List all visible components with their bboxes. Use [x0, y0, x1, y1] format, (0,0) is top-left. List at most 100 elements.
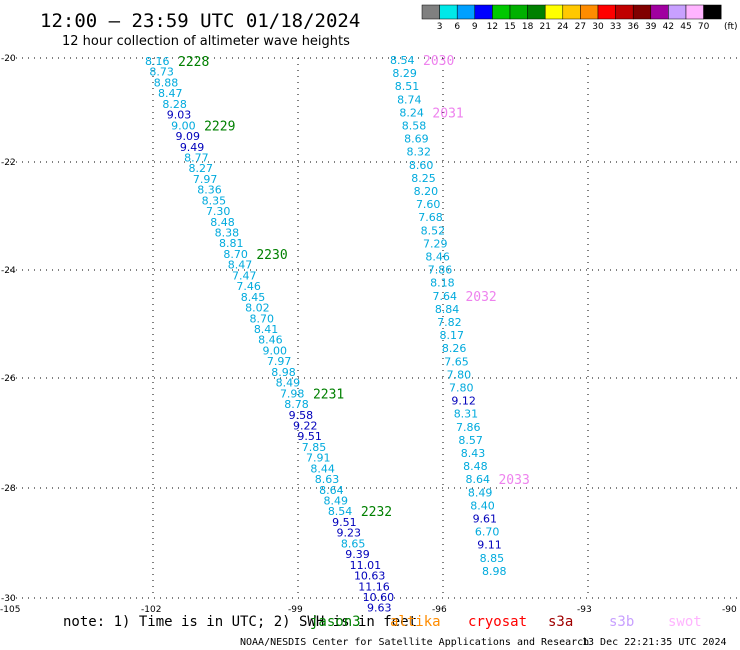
- wave-height-value: 8.85: [480, 552, 505, 565]
- wave-height-value: 8.29: [392, 67, 417, 80]
- time-label: 2030: [423, 54, 454, 69]
- legend-label: 18: [522, 22, 534, 32]
- wave-height-value: 8.51: [395, 80, 420, 93]
- wave-height-value: 8.41: [254, 323, 279, 336]
- lon-label: -90: [722, 605, 737, 615]
- wave-height-value: 8.43: [461, 447, 486, 460]
- wave-height-value: 8.26: [442, 342, 467, 355]
- legend-swatch: [650, 4, 669, 20]
- legend-swatch: [456, 4, 476, 20]
- legend-swatch: [544, 4, 564, 20]
- wave-height-value: 8.63: [315, 473, 340, 486]
- wave-height-value: 8.98: [271, 366, 296, 379]
- legend-label: 24: [557, 22, 569, 32]
- time-label: 2031: [432, 106, 463, 121]
- legend-label: 9: [472, 22, 478, 32]
- lat-label: -22: [1, 158, 16, 168]
- wave-height-value: 8.48: [210, 216, 235, 229]
- legend-label: 3: [437, 22, 443, 32]
- wave-height-value: 8.32: [407, 146, 432, 159]
- wave-height-value: 7.64: [432, 290, 457, 303]
- satellite-legend: jason3 altika cryosat s3a s3b swot: [310, 614, 702, 630]
- wave-height-value: 8.64: [465, 473, 490, 486]
- legend-label: 42: [663, 22, 674, 32]
- wave-height-value: 8.54: [390, 54, 415, 67]
- lat-label: -20: [1, 54, 16, 64]
- wave-height-value: 8.84: [435, 303, 460, 316]
- wave-height-value: 9.49: [180, 141, 205, 154]
- wave-height-value: 8.60: [409, 159, 434, 172]
- wave-height-value: 8.46: [258, 334, 283, 347]
- satellite-label: jason3: [310, 614, 361, 630]
- wave-height-value: 8.27: [189, 162, 214, 175]
- time-label: 2033: [498, 473, 529, 488]
- wave-height-value: 8.78: [284, 398, 309, 411]
- wave-height-value: 8.57: [458, 434, 483, 447]
- wave-height-value: 7.47: [232, 269, 257, 282]
- satellite-label: swot: [668, 614, 702, 630]
- wave-height-value: 11.16: [358, 580, 390, 593]
- footer-timestamp: 13 Dec 22:21:35 UTC 2024: [582, 637, 727, 648]
- wave-height-value: 11.01: [350, 559, 382, 572]
- wave-height-value: 7.86: [456, 421, 481, 434]
- legend-label: 70: [698, 22, 710, 32]
- wave-height-value: 7.30: [206, 205, 231, 218]
- legend-swatch: [580, 4, 599, 20]
- wave-height-value: 8.52: [421, 224, 446, 237]
- wave-height-value: 8.58: [402, 120, 427, 133]
- legend-swatch: [527, 4, 546, 20]
- time-label: 2231: [313, 387, 344, 402]
- lat-labels: -20 -22 -24 -26 -28 -30: [1, 54, 16, 604]
- wave-height-value: 7.80: [449, 382, 474, 395]
- legend-unit: (ft): [724, 22, 738, 32]
- wave-height-value: 8.47: [158, 87, 183, 100]
- wave-height-value: 9.22: [293, 419, 318, 432]
- wave-height-value: 9.11: [477, 539, 502, 552]
- wave-height-value: 8.49: [323, 495, 348, 508]
- lon-label: -99: [288, 605, 303, 615]
- satellite-label: s3a: [548, 614, 573, 630]
- map-subtitle: 12 hour collection of altimeter wave hei…: [62, 34, 350, 49]
- footer-org: NOAA/NESDIS Center for Satellite Applica…: [240, 637, 589, 648]
- wave-height-value: 8.49: [276, 377, 301, 390]
- wave-height-value: 7.97: [193, 173, 218, 186]
- legend-swatch: [492, 4, 511, 20]
- wave-height-value: 6.70: [475, 526, 500, 539]
- wave-height-value: 8.64: [319, 484, 344, 497]
- legend-swatch: [597, 4, 616, 20]
- legend-label: 45: [680, 22, 691, 32]
- wave-height-value: 8.31: [454, 408, 479, 421]
- wave-height-value: 8.35: [202, 194, 227, 207]
- lat-label: -28: [1, 484, 16, 494]
- legend-label: 27: [575, 22, 586, 32]
- time-label: 2032: [465, 290, 496, 305]
- satellite-label: cryosat: [468, 614, 527, 630]
- wave-height-value: 8.44: [310, 462, 335, 475]
- legend-swatch: [474, 4, 493, 20]
- wave-height-value: 8.28: [162, 98, 187, 111]
- wave-height-value: 7.65: [444, 355, 469, 368]
- wave-height-value: 7.86: [428, 264, 453, 277]
- time-label: 2229: [204, 119, 235, 134]
- wave-height-value: 8.38: [215, 227, 240, 240]
- grid-lines: [10, 57, 740, 599]
- lon-label: -93: [577, 605, 592, 615]
- wave-height-value: 9.39: [345, 548, 370, 561]
- lon-label: -105: [0, 605, 20, 615]
- wave-height-value: 8.16: [145, 55, 170, 68]
- legend-label: 39: [645, 22, 657, 32]
- wave-height-value: 8.47: [228, 259, 253, 272]
- satellite-label: altika: [390, 614, 441, 630]
- legend-label: 15: [504, 22, 515, 32]
- wave-height-value: 8.81: [219, 237, 244, 250]
- wave-height-value: 9.00: [171, 119, 196, 132]
- wave-height-value: 7.80: [447, 368, 472, 381]
- legend-label: 6: [454, 22, 460, 32]
- wave-height-value: 9.23: [337, 527, 362, 540]
- legend-swatch: [632, 4, 652, 20]
- footnote: note: 1) Time is in UTC; 2) SWH is in fe…: [63, 614, 417, 630]
- wave-height-value: 9.63: [367, 602, 392, 615]
- legend-label: 33: [610, 22, 621, 32]
- wave-height-value: 8.20: [414, 185, 439, 198]
